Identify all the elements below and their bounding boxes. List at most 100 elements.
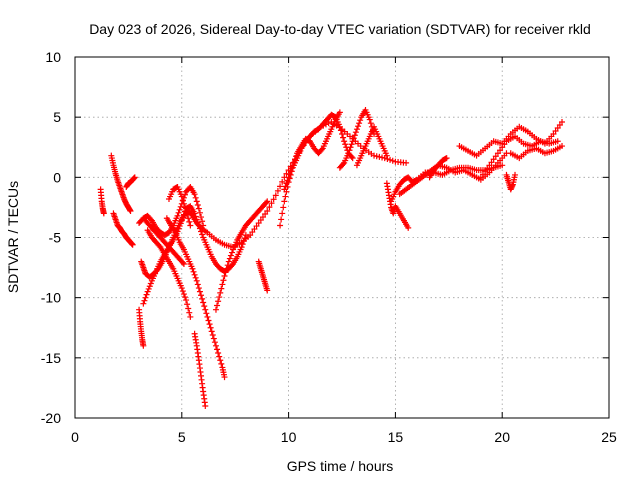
data-point bbox=[192, 194, 199, 201]
data-point bbox=[494, 150, 501, 157]
x-axis-label: GPS time / hours bbox=[287, 458, 394, 474]
data-point bbox=[292, 156, 299, 163]
data-point bbox=[492, 153, 499, 160]
data-point bbox=[176, 223, 183, 230]
data-point bbox=[556, 121, 563, 128]
data-point bbox=[340, 161, 347, 168]
data-point bbox=[182, 204, 189, 211]
x-tick-label: 0 bbox=[71, 429, 79, 445]
data-point bbox=[263, 199, 270, 206]
data-point bbox=[283, 180, 290, 187]
data-point bbox=[285, 174, 292, 181]
data-point bbox=[342, 141, 349, 148]
data-point bbox=[215, 350, 222, 357]
data-point bbox=[383, 152, 390, 159]
series-sat-k bbox=[144, 227, 194, 320]
data-point bbox=[281, 186, 288, 193]
data-point bbox=[156, 242, 163, 249]
data-point bbox=[223, 265, 230, 272]
data-point bbox=[512, 171, 519, 178]
data-point bbox=[336, 123, 343, 130]
series-sat-i bbox=[142, 217, 187, 267]
data-point bbox=[262, 211, 269, 218]
data-point bbox=[403, 159, 410, 166]
data-point bbox=[318, 146, 325, 153]
data-point bbox=[202, 306, 209, 313]
data-point bbox=[240, 238, 247, 245]
data-point bbox=[185, 215, 192, 222]
grid bbox=[75, 57, 609, 418]
data-point bbox=[405, 224, 412, 231]
y-tick-label: 10 bbox=[45, 49, 61, 65]
data-point bbox=[214, 346, 221, 353]
data-point bbox=[349, 138, 356, 145]
chart-title: Day 023 of 2026, Sidereal Day-to-day VTE… bbox=[89, 21, 591, 37]
data-point bbox=[221, 273, 228, 280]
series-sat-w bbox=[426, 155, 450, 181]
data-point bbox=[147, 216, 154, 223]
data-point bbox=[178, 217, 185, 224]
data-point bbox=[241, 235, 248, 242]
data-point bbox=[196, 288, 203, 295]
data-point bbox=[100, 210, 107, 217]
data-point bbox=[224, 262, 231, 269]
data-point bbox=[345, 150, 352, 157]
data-point bbox=[279, 210, 286, 217]
data-point bbox=[264, 287, 271, 294]
data-point bbox=[212, 306, 219, 313]
data-point bbox=[497, 147, 504, 154]
data-point bbox=[484, 165, 491, 172]
y-tick-label: 0 bbox=[53, 169, 61, 185]
data-point bbox=[184, 211, 191, 218]
data-point bbox=[379, 154, 386, 161]
data-point bbox=[351, 132, 358, 139]
data-point bbox=[277, 183, 284, 190]
data-point bbox=[499, 144, 506, 151]
data-point bbox=[180, 291, 187, 298]
series-sat-m bbox=[191, 330, 209, 409]
data-point bbox=[193, 198, 200, 205]
data-point bbox=[277, 222, 284, 229]
data-point bbox=[193, 277, 200, 284]
data-point bbox=[341, 138, 348, 145]
data-point bbox=[499, 162, 506, 169]
data-point bbox=[349, 155, 356, 162]
data-point bbox=[199, 295, 206, 302]
data-point bbox=[202, 402, 209, 409]
data-point bbox=[279, 178, 286, 185]
data-point bbox=[179, 214, 186, 221]
data-point bbox=[347, 144, 354, 151]
data-point bbox=[336, 109, 343, 116]
x-tick-label: 20 bbox=[494, 429, 510, 445]
data-point bbox=[195, 285, 202, 292]
y-axis-label: SDTVAR / TECUs bbox=[5, 181, 21, 293]
data-point bbox=[257, 217, 264, 224]
data-point bbox=[192, 274, 199, 281]
series-sat-v bbox=[396, 150, 510, 198]
data-point bbox=[352, 129, 359, 136]
data-point bbox=[178, 285, 185, 292]
data-point bbox=[145, 285, 152, 292]
series-sat-s bbox=[353, 123, 390, 169]
data-point bbox=[282, 193, 289, 200]
data-point bbox=[211, 339, 218, 346]
data-point bbox=[253, 223, 260, 230]
data-point bbox=[490, 156, 497, 163]
data-point bbox=[140, 300, 147, 307]
data-point bbox=[251, 226, 258, 233]
data-point bbox=[195, 205, 202, 212]
data-point bbox=[179, 288, 186, 295]
data-point bbox=[488, 159, 495, 166]
data-point bbox=[208, 328, 215, 335]
data-point bbox=[183, 297, 190, 304]
data-point bbox=[194, 281, 201, 288]
data-point bbox=[355, 123, 362, 130]
series-sat-b bbox=[108, 152, 134, 215]
y-tick-label: -15 bbox=[41, 350, 61, 366]
data-point bbox=[278, 216, 285, 223]
data-point bbox=[239, 241, 246, 248]
data-point bbox=[227, 252, 234, 259]
data-point bbox=[218, 360, 225, 367]
series-sat-t bbox=[383, 180, 412, 231]
series-sat-z bbox=[503, 171, 519, 193]
